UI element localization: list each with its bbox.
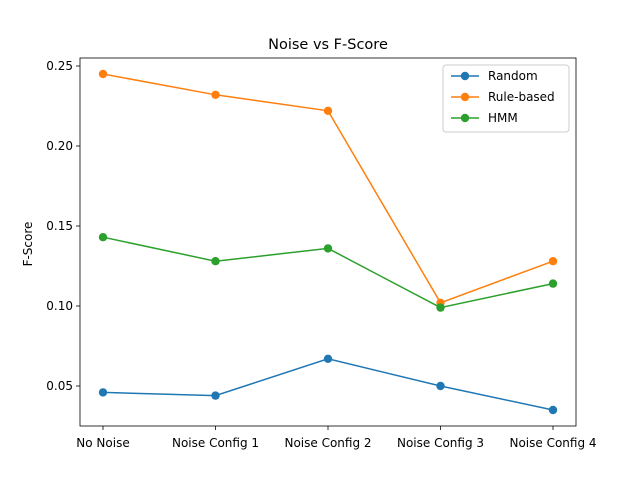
plot-frame (79, 57, 577, 427)
data-point (211, 257, 220, 266)
data-point (548, 257, 558, 266)
series-hmm (98, 233, 558, 312)
legend: Random Rule-based HMM (442, 64, 570, 133)
data-point (211, 391, 220, 400)
data-point (98, 233, 108, 242)
y-tick-label: 0.05 (46, 379, 73, 393)
data-point (323, 354, 333, 363)
legend-marker (460, 92, 470, 102)
data-point (548, 405, 558, 415)
data-point (548, 279, 558, 288)
legend-marker (460, 71, 470, 81)
y-tick-label: 0.15 (46, 219, 73, 233)
legend-marker (460, 113, 470, 123)
x-ticks: No Noise Noise Config 1 Noise Config 2 Nois… (76, 426, 597, 450)
y-tick-label: 0.20 (46, 139, 73, 153)
series-random (98, 354, 558, 415)
legend-entry: Random (451, 69, 538, 83)
x-tick-label: No Noise (76, 436, 129, 450)
x-tick-label: Noise Config 4 (509, 436, 596, 450)
legend-entry: HMM (451, 111, 518, 125)
series-rule-based (98, 69, 558, 307)
x-tick-label: Noise Config 3 (397, 436, 484, 450)
data-point (436, 303, 445, 312)
data-point (323, 244, 333, 253)
legend-label: Rule-based (488, 90, 555, 104)
y-tick-label: 0.25 (46, 59, 73, 73)
legend-label: Random (488, 69, 538, 83)
data-point (98, 388, 108, 397)
data-point (436, 381, 445, 391)
x-tick-label: Noise Config 2 (284, 436, 371, 450)
legend-entry: Rule-based (451, 90, 555, 104)
y-ticks: 0.05 0.10 0.15 0.20 0.25 (46, 59, 80, 393)
legend-box (442, 64, 570, 133)
y-axis-label: F-Score (21, 222, 35, 267)
data-point (98, 69, 108, 79)
y-tick-label: 0.10 (46, 299, 73, 313)
chart-title: Noise vs F-Score (268, 37, 388, 53)
legend-label: HMM (488, 111, 518, 125)
data-point (323, 106, 333, 116)
x-tick-label: Noise Config 1 (172, 436, 259, 450)
data-point (211, 90, 220, 100)
series-layer (98, 69, 558, 415)
